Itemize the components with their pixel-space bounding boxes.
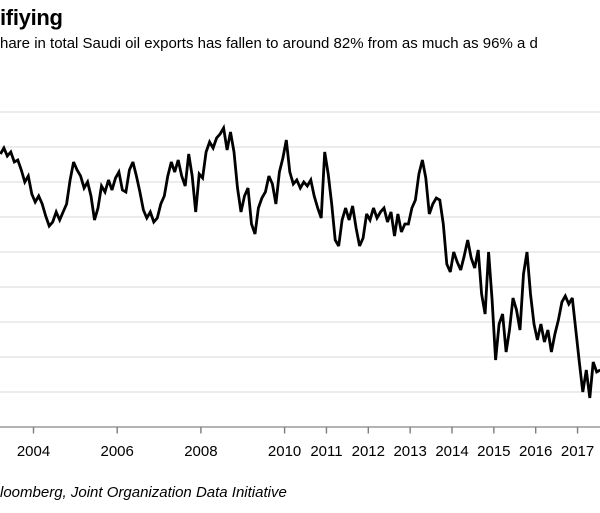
chart-title: ifiying bbox=[0, 5, 63, 30]
x-tick-label: 2013 bbox=[393, 443, 426, 460]
x-tick-label: 2015 bbox=[477, 443, 510, 460]
x-tick-label: 2014 bbox=[435, 443, 468, 460]
x-tick-label: 2016 bbox=[519, 443, 552, 460]
x-tick-label: 2006 bbox=[101, 443, 134, 460]
x-tick-label: 2010 bbox=[268, 443, 301, 460]
x-tick-label: 2011 bbox=[310, 443, 342, 460]
x-tick-label: 2012 bbox=[352, 443, 385, 460]
x-tick-label: 2004 bbox=[17, 443, 50, 460]
source-credit: loomberg, Joint Organization Data Initia… bbox=[0, 484, 287, 501]
chart-subtitle: hare in total Saudi oil exports has fall… bbox=[0, 35, 538, 52]
data-line-crude-share bbox=[0, 123, 600, 399]
x-tick-label: 2008 bbox=[184, 443, 217, 460]
x-tick-label: 2017 bbox=[561, 443, 594, 460]
